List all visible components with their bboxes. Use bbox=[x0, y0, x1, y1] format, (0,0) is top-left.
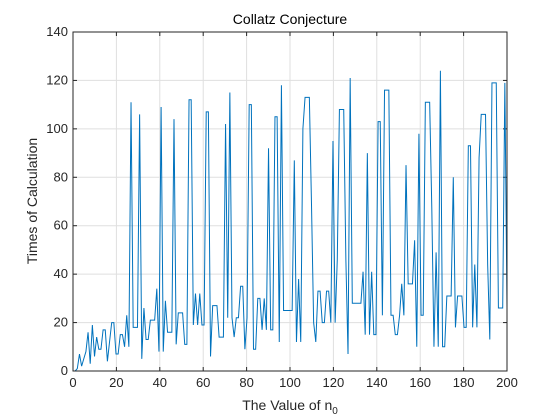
x-tick-label: 60 bbox=[196, 375, 210, 390]
plot-frame bbox=[72, 31, 508, 372]
x-tick-label: 80 bbox=[239, 375, 253, 390]
x-tick-label: 120 bbox=[323, 375, 345, 390]
x-tick-label: 100 bbox=[279, 375, 301, 390]
y-axis-label: Times of Calculation bbox=[24, 138, 40, 264]
x-tick-label: 160 bbox=[409, 375, 431, 390]
y-tick-label: 100 bbox=[46, 121, 68, 136]
tick-labels: 0 20 40 60 80 100 120 140 160 180 200 0 20 40 60 80 100 1… bbox=[46, 24, 518, 390]
x-tick-label: 20 bbox=[109, 375, 123, 390]
x-axis-label-subscript: 0 bbox=[332, 406, 338, 417]
x-tick-label: 140 bbox=[366, 375, 388, 390]
x-tick-label: 0 bbox=[69, 375, 76, 390]
y-tick-label: 140 bbox=[46, 24, 68, 39]
x-axis-label: The Value of n0 bbox=[242, 397, 338, 417]
chart-title: Collatz Conjecture bbox=[233, 11, 348, 27]
y-tick-label: 80 bbox=[54, 169, 68, 184]
x-tick-label: 180 bbox=[453, 375, 475, 390]
y-tick-label: 20 bbox=[54, 315, 68, 330]
x-tick-label: 200 bbox=[496, 375, 518, 390]
x-tick-label: 40 bbox=[153, 375, 167, 390]
y-tick-label: 40 bbox=[54, 266, 68, 281]
x-axis-label-main: The Value of n bbox=[242, 397, 332, 413]
y-tick-label: 120 bbox=[46, 72, 68, 87]
series-line bbox=[74, 70, 508, 372]
y-tick-label: 0 bbox=[61, 363, 68, 378]
y-tick-label: 60 bbox=[54, 218, 68, 233]
